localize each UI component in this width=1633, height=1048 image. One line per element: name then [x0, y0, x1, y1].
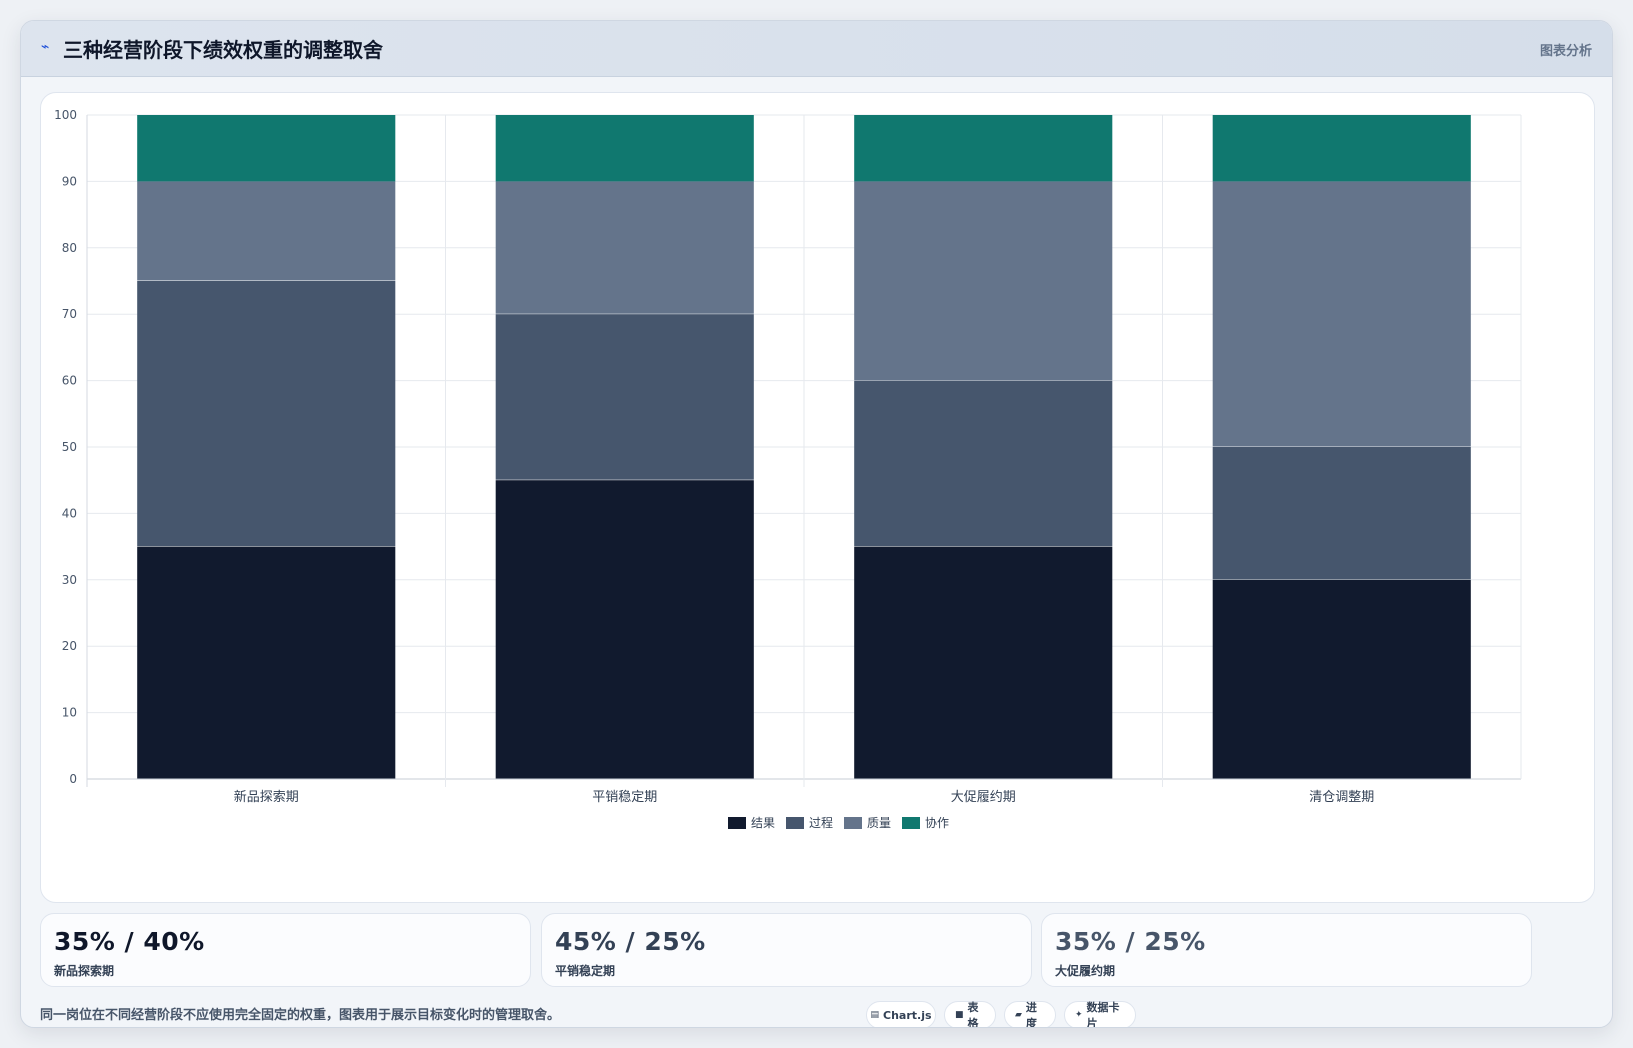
- bar-segment: [1212, 579, 1471, 779]
- legend-label: 协作: [925, 815, 949, 830]
- footer-note: 同一岗位在不同经营阶段不应使用完全固定的权重，图表用于展示目标变化时的管理取舍。: [40, 1008, 561, 1023]
- y-tick-label: 100: [54, 108, 77, 122]
- y-tick-label: 60: [62, 374, 77, 388]
- x-tick-label: 大促履约期: [951, 790, 1016, 805]
- bar-segment: [1212, 181, 1471, 447]
- y-tick-label: 10: [62, 706, 77, 720]
- stat-card-2: 45% / 25% 平销稳定期: [541, 913, 1032, 987]
- page-title: 三种经营阶段下绩效权重的调整取舍: [63, 38, 383, 62]
- y-tick-label: 40: [62, 506, 77, 520]
- stat-value: 35% / 25%: [1055, 927, 1206, 956]
- table-icon: ■: [955, 1010, 964, 1020]
- bar-segment: [854, 115, 1113, 182]
- stat-value: 35% / 40%: [54, 927, 205, 956]
- chip-table[interactable]: ■ 表格: [944, 1001, 996, 1028]
- bar-segment: [854, 181, 1113, 381]
- bar-segment: [854, 546, 1113, 779]
- x-tick-label: 平销稳定期: [592, 789, 657, 805]
- bar-segment: [495, 480, 754, 779]
- chip-data-card[interactable]: ✦ 数据卡片: [1064, 1001, 1136, 1028]
- bar-segment: [1212, 447, 1471, 580]
- chip-label: Chart.js: [883, 1008, 932, 1022]
- bar-segment: [1212, 115, 1471, 182]
- stat-value: 45% / 25%: [555, 927, 706, 956]
- bar-segment: [137, 281, 396, 547]
- header-tag[interactable]: 图表分析: [1539, 44, 1592, 59]
- pulse-icon: ⌁: [41, 39, 50, 55]
- x-tick-label: 新品探索期: [234, 789, 299, 805]
- y-tick-label: 70: [62, 307, 77, 321]
- stat-label: 新品探索期: [54, 964, 115, 978]
- chip-label: 进度: [1025, 1001, 1037, 1028]
- header-bar: ⌁ 三种经营阶段下绩效权重的调整取舍 图表分析: [21, 21, 1612, 77]
- card-icon: ✦: [1075, 1010, 1083, 1020]
- legend-swatch: [844, 817, 862, 829]
- bar-segment: [495, 314, 754, 480]
- legend-swatch: [786, 817, 804, 829]
- y-tick-label: 20: [62, 639, 77, 653]
- app-window: ⌁ 三种经营阶段下绩效权重的调整取舍 图表分析 0 10 20 30 40 50 60 70 8…: [20, 20, 1613, 1028]
- legend-swatch: [728, 817, 746, 829]
- chart-card: 0 10 20 30 40 50 60 70 80 90 100 新品探索期 平销稳定期 大促履约期 清仓调…: [40, 92, 1595, 903]
- legend-label: 过程: [809, 815, 833, 830]
- bar-segment: [137, 115, 396, 182]
- stat-card-1: 35% / 40% 新品探索期: [40, 913, 531, 987]
- y-tick-label: 30: [62, 573, 77, 587]
- progress-icon: ▰: [1015, 1010, 1022, 1020]
- chip-progress[interactable]: ▰ 进度: [1004, 1001, 1056, 1028]
- stat-label: 平销稳定期: [555, 964, 616, 978]
- stat-card-3: 35% / 25% 大促履约期: [1041, 913, 1532, 987]
- legend-label: 质量: [867, 816, 891, 830]
- stacked-bar-chart: 0 10 20 30 40 50 60 70 80 90 100 新品探索期 平销稳定期 大促履约期 清仓调…: [54, 108, 1522, 830]
- y-tick-label: 90: [62, 174, 77, 188]
- bar-segment: [495, 181, 754, 314]
- chip-label: 数据卡片: [1086, 1001, 1120, 1028]
- legend-label: 结果: [751, 816, 775, 830]
- y-tick-label: 50: [62, 440, 77, 454]
- bar-segment: [137, 181, 396, 281]
- bar-segment: [495, 115, 754, 182]
- chip-label: 表格: [967, 1001, 979, 1028]
- y-tick-label: 0: [69, 772, 77, 786]
- x-tick-label: 清仓调整期: [1309, 790, 1374, 805]
- y-tick-label: 80: [62, 241, 77, 255]
- chart-icon: ▤: [870, 1010, 879, 1020]
- chip-chartjs[interactable]: ▤ Chart.js: [866, 1001, 936, 1027]
- bar-segment: [854, 380, 1113, 547]
- stat-label: 大促履约期: [1055, 964, 1116, 978]
- bar-segment: [137, 546, 396, 779]
- legend-swatch: [902, 817, 920, 829]
